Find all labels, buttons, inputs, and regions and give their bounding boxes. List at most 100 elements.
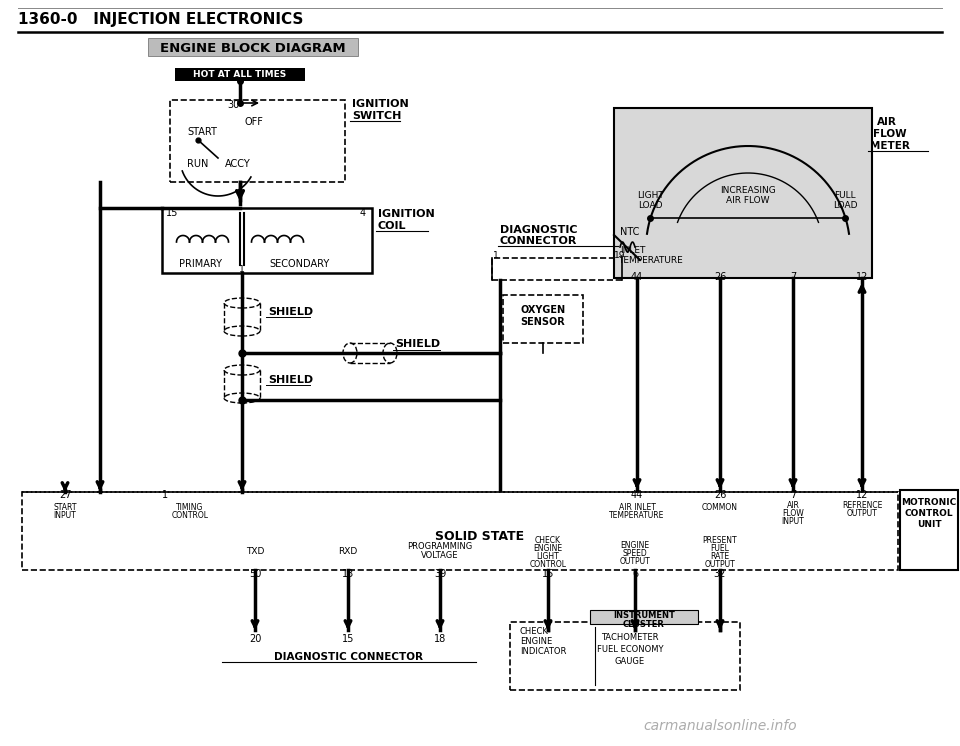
Text: PROGRAMMING: PROGRAMMING [407, 542, 472, 551]
Text: SWITCH: SWITCH [352, 111, 401, 121]
Bar [510, 622, 740, 690]
Text: GAUGE: GAUGE [615, 657, 645, 666]
Text: 6: 6 [632, 569, 638, 579]
Text: 19: 19 [614, 251, 626, 260]
Text: DIAGNOSTIC: DIAGNOSTIC [500, 225, 578, 235]
Text: CONNECTOR: CONNECTOR [500, 236, 577, 246]
Text: HOT AT ALL TIMES: HOT AT ALL TIMES [193, 70, 287, 79]
Text: OUTPUT: OUTPUT [705, 560, 735, 569]
Text: 20: 20 [249, 634, 261, 644]
Text: IGNITION: IGNITION [352, 99, 409, 109]
Text: ENGINE: ENGINE [534, 544, 563, 553]
Text: 18: 18 [434, 634, 446, 644]
Text: 1: 1 [239, 265, 245, 274]
Text: RUN: RUN [187, 159, 208, 169]
Text: 50: 50 [249, 569, 261, 579]
Text: TACHOMETER: TACHOMETER [601, 633, 659, 642]
Text: START: START [53, 503, 77, 512]
Text: 44: 44 [631, 272, 643, 282]
Text: 12: 12 [855, 272, 868, 282]
Text: SHIELD: SHIELD [268, 307, 313, 317]
Text: VOLTAGE: VOLTAGE [421, 551, 459, 560]
Text: INPUT: INPUT [54, 511, 77, 520]
Text: FUEL: FUEL [710, 544, 730, 553]
Text: 13: 13 [342, 569, 354, 579]
Text: CHECK: CHECK [535, 536, 561, 545]
Bar [170, 100, 345, 182]
Text: 15: 15 [166, 208, 179, 218]
Text: TEMPERATURE: TEMPERATURE [610, 511, 664, 520]
Text: SPEED: SPEED [623, 549, 647, 558]
Text: 7: 7 [790, 490, 796, 500]
Text: OUTPUT: OUTPUT [619, 557, 650, 566]
Bar [590, 610, 698, 624]
Text: RXD: RXD [338, 547, 358, 556]
Text: 12: 12 [855, 490, 868, 500]
Text: FULL: FULL [834, 191, 855, 200]
Bar [162, 208, 372, 273]
Text: PRIMARY: PRIMARY [179, 259, 222, 269]
Text: 32: 32 [714, 569, 726, 579]
Text: CONTROL: CONTROL [172, 511, 208, 520]
Text: 15: 15 [342, 634, 354, 644]
Text: MOTRONIC: MOTRONIC [901, 498, 956, 507]
Text: 30: 30 [227, 100, 239, 110]
Text: OFF: OFF [244, 117, 263, 127]
Text: CHECK: CHECK [520, 627, 549, 636]
Text: LOAD: LOAD [637, 201, 662, 210]
Text: REFRENCE: REFRENCE [842, 501, 882, 510]
Text: carmanualsonline.info: carmanualsonline.info [643, 719, 797, 733]
Text: LOAD: LOAD [832, 201, 857, 210]
Text: TXD: TXD [246, 547, 264, 556]
Text: SENSOR: SENSOR [520, 317, 565, 327]
Text: FLOW: FLOW [782, 509, 804, 518]
Text: 26: 26 [714, 490, 726, 500]
Text: 7: 7 [790, 272, 796, 282]
Text: 39: 39 [434, 569, 446, 579]
Text: INDICATOR: INDICATOR [520, 647, 566, 656]
Text: RATE: RATE [710, 552, 730, 561]
Text: PRESENT: PRESENT [703, 536, 737, 545]
Text: TIMING: TIMING [177, 503, 204, 512]
Text: 44: 44 [631, 490, 643, 500]
Text: 26: 26 [714, 272, 726, 282]
Text: ACCY: ACCY [226, 159, 251, 169]
Text: START: START [187, 127, 217, 137]
Text: SOLID STATE: SOLID STATE [436, 530, 524, 543]
Text: SECONDARY: SECONDARY [270, 259, 330, 269]
Text: ENGINE: ENGINE [620, 541, 650, 550]
Text: AIR: AIR [786, 501, 800, 510]
Text: SHIELD: SHIELD [268, 375, 313, 385]
Text: CONTROL: CONTROL [530, 560, 566, 569]
Text: 1: 1 [162, 490, 168, 500]
Text: AIR FLOW: AIR FLOW [727, 196, 770, 205]
Text: NTC: NTC [620, 227, 639, 237]
Text: DIAGNOSTIC CONNECTOR: DIAGNOSTIC CONNECTOR [274, 652, 422, 662]
Text: CLUSTER: CLUSTER [623, 620, 665, 629]
Text: LIGHT: LIGHT [537, 552, 560, 561]
Bar [492, 258, 622, 280]
Bar [614, 108, 872, 278]
Text: 4: 4 [360, 208, 366, 218]
Text: INSTRUMENT: INSTRUMENT [613, 611, 675, 620]
Text: INCREASING: INCREASING [720, 186, 776, 195]
Text: UNIT: UNIT [917, 520, 942, 529]
Text: 1: 1 [493, 251, 499, 260]
Text: ENGINE BLOCK DIAGRAM: ENGINE BLOCK DIAGRAM [160, 42, 346, 54]
Text: INLET: INLET [620, 246, 645, 255]
Text: OUTPUT: OUTPUT [847, 509, 877, 518]
Text: COIL: COIL [378, 221, 406, 231]
Bar [148, 38, 358, 56]
Text: OXYGEN: OXYGEN [520, 305, 565, 315]
Bar [900, 490, 958, 570]
Bar [22, 492, 898, 570]
Text: INPUT: INPUT [781, 517, 804, 526]
Text: LIGHT: LIGHT [636, 191, 663, 200]
Text: 1360-0   INJECTION ELECTRONICS: 1360-0 INJECTION ELECTRONICS [18, 12, 303, 27]
Text: COMMON: COMMON [702, 503, 738, 512]
Text: TEMPERATURE: TEMPERATURE [618, 256, 683, 265]
Text: 27: 27 [59, 490, 71, 500]
Text: FLOW: FLOW [873, 129, 906, 139]
Text: FUEL ECONOMY: FUEL ECONOMY [597, 645, 663, 654]
Bar [503, 295, 583, 343]
